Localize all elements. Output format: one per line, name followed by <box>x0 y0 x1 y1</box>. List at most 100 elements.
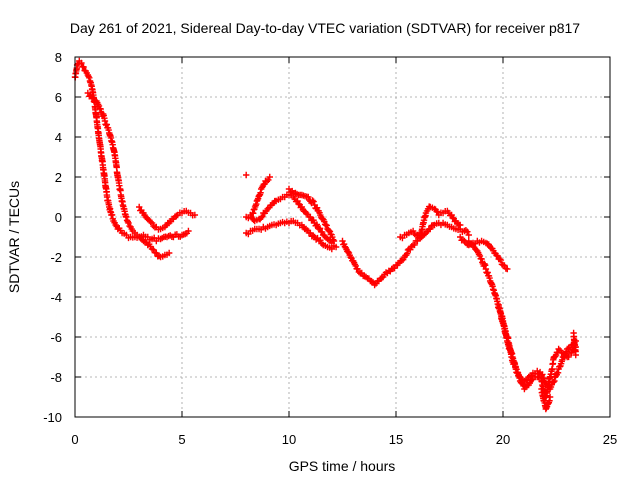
y-axis-title: SDTVAR / TECUs <box>6 181 22 293</box>
data-point <box>448 211 455 219</box>
data-point <box>409 227 417 235</box>
data-point-marker <box>87 92 94 99</box>
data-point-marker <box>329 236 337 243</box>
y-tick-label: -4 <box>50 290 62 305</box>
data-point <box>504 265 511 273</box>
data-point <box>302 209 310 217</box>
data-point <box>266 173 273 181</box>
data-point <box>80 63 87 71</box>
data-point <box>546 393 554 401</box>
data-point-marker <box>459 236 467 243</box>
data-point <box>185 227 192 235</box>
data-point-marker <box>318 228 326 236</box>
data-point <box>191 211 199 219</box>
data-points <box>71 57 579 413</box>
series-arc-3 <box>136 203 199 233</box>
data-point-marker <box>481 262 489 269</box>
data-point-marker <box>323 222 330 229</box>
x-tick-label: 0 <box>71 432 78 447</box>
data-point <box>78 59 85 67</box>
data-point-marker <box>407 246 414 253</box>
chart-title: Day 261 of 2021, Sidereal Day-to-day VTE… <box>70 20 580 36</box>
y-tick-label: -10 <box>43 410 62 425</box>
data-point <box>302 225 310 233</box>
data-point-marker <box>562 352 569 359</box>
grid <box>75 57 610 417</box>
x-axis-title: GPS time / hours <box>289 458 396 474</box>
data-point-marker <box>421 231 428 238</box>
data-point-marker <box>313 221 321 228</box>
data-point-marker <box>317 237 324 244</box>
data-point-marker <box>550 378 557 386</box>
series-arc-15 <box>570 329 579 359</box>
data-point <box>427 225 434 233</box>
data-point-marker <box>398 257 405 264</box>
data-point-marker <box>464 228 471 235</box>
data-point-marker <box>150 222 157 230</box>
data-point-marker <box>403 250 411 257</box>
data-point-marker <box>497 256 505 264</box>
data-point-marker <box>565 353 572 361</box>
data-point <box>572 351 579 359</box>
data-point <box>525 373 532 381</box>
data-point <box>305 193 312 201</box>
data-point-marker <box>484 240 491 247</box>
data-point <box>358 269 365 277</box>
data-point-marker <box>368 278 375 285</box>
data-point-marker <box>265 176 272 184</box>
data-point-marker <box>259 213 266 220</box>
y-tick-label: 6 <box>55 90 62 105</box>
data-point-marker <box>355 268 363 276</box>
data-point <box>330 237 338 245</box>
data-point-marker <box>85 73 92 80</box>
data-point <box>144 215 151 223</box>
data-point-marker <box>295 200 302 208</box>
data-point-marker <box>501 262 508 269</box>
data-point-marker <box>552 353 559 360</box>
x-tick-label: 10 <box>282 432 296 447</box>
data-point <box>457 221 464 229</box>
data-point <box>148 219 156 227</box>
x-tick-label: 5 <box>178 432 185 447</box>
data-point-marker <box>316 225 324 232</box>
y-tick-label: -6 <box>50 330 62 345</box>
data-point-marker <box>378 274 385 282</box>
series-arc-5 <box>243 191 335 247</box>
data-point <box>148 245 156 253</box>
y-tick-label: -2 <box>50 250 62 265</box>
data-point <box>243 171 250 179</box>
data-point <box>465 231 472 239</box>
data-point <box>354 265 361 273</box>
data-point-marker <box>173 212 180 220</box>
data-point-marker <box>257 214 265 221</box>
data-point-marker <box>496 255 503 263</box>
data-point <box>165 249 173 257</box>
data-point-marker <box>411 241 418 249</box>
data-point <box>125 219 132 227</box>
data-point-marker <box>147 218 154 226</box>
data-point-marker <box>310 198 317 205</box>
data-point <box>294 197 301 205</box>
data-point <box>478 255 485 263</box>
plot-frame <box>74 56 611 418</box>
data-point-marker <box>310 232 317 239</box>
data-point-marker <box>108 211 116 219</box>
data-point <box>153 249 160 257</box>
y-tick-label: 4 <box>55 130 62 145</box>
series-arc-7 <box>243 171 250 179</box>
series-arc-10 <box>397 203 464 242</box>
data-point-marker <box>263 178 271 185</box>
data-point-marker <box>325 227 333 235</box>
data-point-marker <box>539 371 546 378</box>
data-point-marker <box>468 240 475 247</box>
x-tick-label: 25 <box>603 432 617 447</box>
series-arc-2 <box>84 89 173 261</box>
y-tick-label: 2 <box>55 170 62 185</box>
y-tick-label: 0 <box>55 210 62 225</box>
data-point <box>332 243 340 251</box>
data-point-marker <box>86 74 93 82</box>
series-arc-9 <box>339 219 472 289</box>
series-arc-6 <box>249 173 273 217</box>
data-point-marker <box>411 230 418 238</box>
